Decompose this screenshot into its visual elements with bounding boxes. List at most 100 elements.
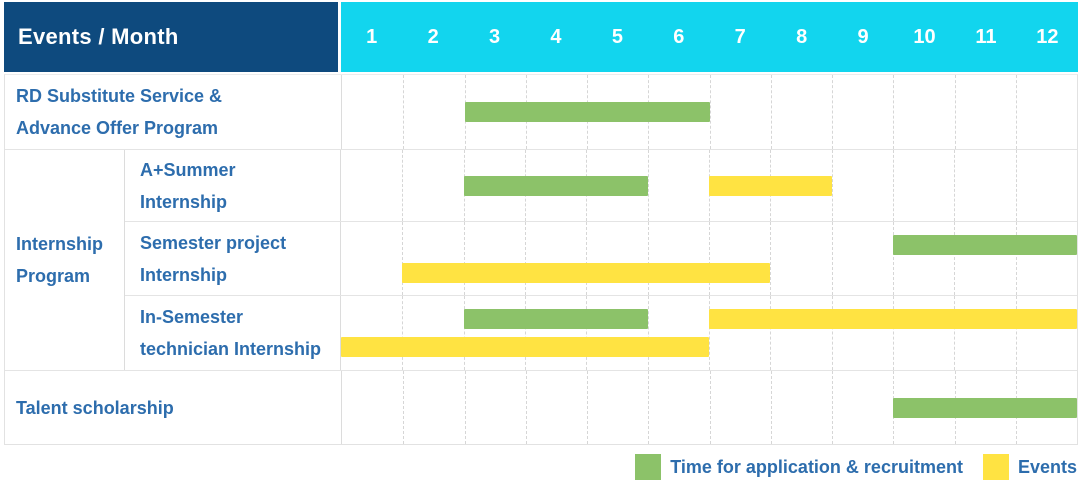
month-gridline xyxy=(402,222,463,295)
bar-line xyxy=(341,337,1077,357)
chart-row xyxy=(341,150,1077,221)
month-gridline xyxy=(709,222,770,295)
table-header: Events / Month 1 2 3 4 5 6 7 8 9 10 11 12 xyxy=(4,2,1078,72)
header-title: Events / Month xyxy=(18,24,179,49)
month-gridline xyxy=(770,222,831,295)
legend-swatch-event xyxy=(982,454,1009,480)
table-row: Talent scholarship xyxy=(5,371,1077,444)
bar-lines xyxy=(342,75,1077,149)
table-row: A+Summer Internship xyxy=(125,150,1077,222)
month-gridline xyxy=(587,371,648,444)
month-gridline xyxy=(893,296,954,370)
month-label-8: 8 xyxy=(796,25,808,48)
group-rows: A+Summer Internship Semester project Int… xyxy=(125,150,1077,370)
bar-application xyxy=(463,175,648,196)
bar-event xyxy=(402,262,771,283)
bar-line xyxy=(342,102,1077,122)
month-label-1: 1 xyxy=(366,25,378,48)
row-label-semester-project: Semester project Internship xyxy=(125,222,341,295)
month-gridline xyxy=(1015,222,1077,295)
month-gridline xyxy=(709,75,771,149)
month-gridline xyxy=(954,150,1015,221)
gantt-table: Events / Month 1 2 3 4 5 6 7 8 9 10 11 12 RD Substi… xyxy=(4,2,1078,445)
month-gridline xyxy=(831,150,893,221)
month-gridline xyxy=(1015,150,1077,221)
month-gridline xyxy=(648,371,709,444)
month-gridline xyxy=(464,371,526,444)
month-gridline xyxy=(647,296,709,370)
row-label-line: Talent scholarship xyxy=(16,397,174,418)
month-label-3: 3 xyxy=(488,25,501,48)
month-gridline xyxy=(954,222,1015,295)
month-gridline xyxy=(525,296,586,370)
table-row: RD Substitute Service & Advance Offer Pr… xyxy=(5,75,1077,150)
legend-item-event: Events xyxy=(982,454,1077,480)
month-gridline xyxy=(709,296,770,370)
month-gridline xyxy=(1015,296,1077,370)
row-label-talent-scholarship: Talent scholarship xyxy=(5,371,342,444)
month-gridline xyxy=(402,296,463,370)
header-title-cell: Events / Month xyxy=(4,2,341,72)
bar-lines xyxy=(341,296,1077,370)
month-gridline xyxy=(831,296,893,370)
month-grid xyxy=(341,222,1077,295)
month-gridline xyxy=(770,371,832,444)
month-gridline xyxy=(893,222,954,295)
row-label-rd-substitute: RD Substitute Service & Advance Offer Pr… xyxy=(5,75,342,149)
bar-event xyxy=(709,309,1077,329)
month-label-10: 10 xyxy=(913,25,936,48)
month-gridline xyxy=(1015,75,1077,149)
bar-event xyxy=(709,175,832,196)
row-label-in-semester-technician: In-Semester technician Internship xyxy=(125,296,341,370)
month-gridline xyxy=(586,222,647,295)
row-label-line: A+Summer xyxy=(140,159,236,180)
row-label-line: Internship xyxy=(140,264,228,285)
month-grid xyxy=(341,296,1077,370)
group-label-internship-program: Internship Program xyxy=(5,150,125,370)
chart-row xyxy=(342,371,1077,444)
bar-lines xyxy=(341,222,1077,295)
bar-line xyxy=(341,234,1077,255)
month-gridline xyxy=(770,75,832,149)
month-label-5: 5 xyxy=(611,25,623,48)
month-gridline xyxy=(893,150,954,221)
months-header: 1 2 3 4 5 6 7 8 9 10 11 12 xyxy=(341,2,1078,72)
bar-line xyxy=(341,262,1077,283)
legend-label: Time for application & recruitment xyxy=(670,456,963,477)
month-label-11: 11 xyxy=(975,25,997,48)
legend: Time for application & recruitment Events xyxy=(635,454,1077,480)
bar-line xyxy=(341,175,1077,196)
month-gridline xyxy=(525,222,586,295)
bar-lines xyxy=(342,371,1077,444)
table-body: RD Substitute Service & Advance Offer Pr… xyxy=(4,74,1078,445)
row-label-line: Advance Offer Program xyxy=(16,118,219,138)
month-gridline xyxy=(832,75,893,149)
month-gridline xyxy=(402,150,463,221)
month-label-9: 9 xyxy=(857,25,869,48)
month-gridline xyxy=(463,222,525,295)
bar-lines xyxy=(341,150,1077,221)
internship-program-group: Internship Program A+Summer Internship S… xyxy=(5,150,1077,371)
month-gridline xyxy=(403,75,464,149)
month-gridline xyxy=(893,75,954,149)
bar-application xyxy=(893,234,1077,255)
bar-application xyxy=(463,309,648,329)
table-row: In-Semester technician Internship xyxy=(125,296,1077,370)
month-gridline xyxy=(832,371,893,444)
bar-application xyxy=(893,397,1077,418)
month-gridline xyxy=(463,296,525,370)
month-label-4: 4 xyxy=(550,25,562,48)
chart-row xyxy=(342,75,1077,149)
bar-line xyxy=(341,309,1077,329)
row-label-line: RD Substitute Service & xyxy=(16,86,223,106)
month-label-6: 6 xyxy=(673,25,685,48)
chart-row xyxy=(341,222,1077,295)
month-gridline xyxy=(954,75,1016,149)
month-gridline xyxy=(709,371,771,444)
group-label-line: Program xyxy=(16,266,91,286)
month-label-12: 12 xyxy=(1036,25,1059,48)
month-label-2: 2 xyxy=(427,25,439,48)
row-label-a-plus-summer: A+Summer Internship xyxy=(125,150,341,221)
month-gridline xyxy=(831,222,893,295)
row-label-line: In-Semester xyxy=(140,307,244,327)
